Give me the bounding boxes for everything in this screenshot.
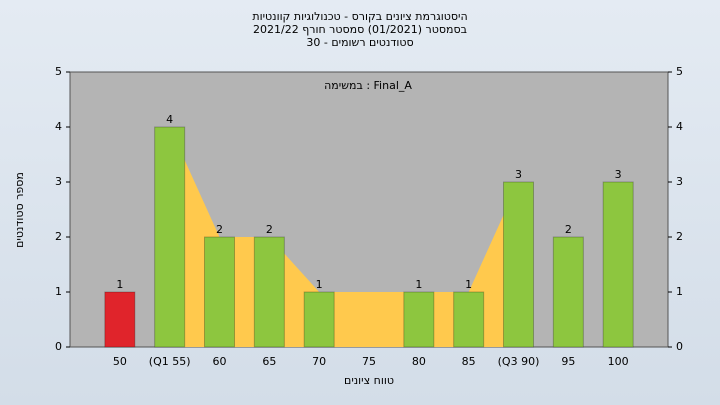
- bar: [603, 182, 634, 347]
- bar-shade: [253, 236, 285, 348]
- y-tick-label: 4: [55, 120, 62, 133]
- annotation: במשימה : Final_A: [324, 79, 412, 92]
- value-label: 2: [266, 223, 273, 236]
- y2-tick-label: 4: [676, 120, 683, 133]
- chart-subtitle: בסמסטר (01/2021) סמסטר חורף 2021/22: [253, 23, 467, 36]
- bar-shade: [602, 181, 634, 348]
- bar-shade: [154, 126, 186, 348]
- bar: [403, 292, 434, 347]
- y-tick-label: 5: [55, 65, 62, 78]
- y2-tick-label: 3: [676, 175, 683, 188]
- x-tick-label: 70: [312, 355, 326, 368]
- bar: [254, 237, 285, 347]
- x-tick-label: 95: [561, 355, 575, 368]
- x-tick-label: 85: [462, 355, 476, 368]
- x-tick-label: 65: [262, 355, 276, 368]
- bar: [503, 182, 534, 347]
- bar-shade: [204, 236, 235, 348]
- bar: [304, 292, 335, 347]
- bar: [104, 292, 135, 347]
- chart-title: היסטוגרמת ציונים בקורס - טכנולוגיות קוונ…: [252, 10, 467, 23]
- x-tick-label: (Q1 55): [149, 355, 191, 368]
- y-tick-label: 2: [55, 230, 62, 243]
- bar-shade: [104, 291, 136, 348]
- bar: [154, 127, 185, 347]
- bar-shade: [403, 291, 435, 348]
- y2-tick-label: 5: [676, 65, 683, 78]
- bar-shade: [552, 236, 584, 348]
- value-label: 1: [116, 278, 123, 291]
- bar-shade: [503, 181, 534, 348]
- bar: [553, 237, 584, 347]
- y2-tick-label: 1: [676, 285, 683, 298]
- bar-shade: [453, 291, 485, 348]
- y-tick-label: 1: [55, 285, 62, 298]
- x-tick-label: 75: [362, 355, 376, 368]
- value-label: 3: [515, 168, 522, 181]
- x-tick-label: 80: [412, 355, 426, 368]
- y2-tick-label: 0: [676, 340, 683, 353]
- value-label: 1: [415, 278, 422, 291]
- value-label: 2: [216, 223, 223, 236]
- y-tick-label: 0: [55, 340, 62, 353]
- y-axis-label: מספר סטודנטים: [13, 172, 26, 248]
- x-tick-label: 60: [213, 355, 227, 368]
- chart-subtitle: סטודנטים רשומים - 30: [306, 36, 413, 49]
- value-label: 4: [166, 113, 173, 126]
- value-label: 1: [316, 278, 323, 291]
- value-label: 1: [465, 278, 472, 291]
- bar: [204, 237, 235, 347]
- bar: [453, 292, 484, 347]
- value-label: 3: [615, 168, 622, 181]
- x-axis-label: טווח ציונים: [344, 374, 394, 387]
- value-label: 2: [565, 223, 572, 236]
- y-tick-label: 3: [55, 175, 62, 188]
- x-tick-label: (Q3 90): [498, 355, 540, 368]
- bar-shade: [303, 291, 335, 348]
- x-tick-label: 100: [608, 355, 629, 368]
- x-tick-label: 50: [113, 355, 127, 368]
- y2-tick-label: 2: [676, 230, 683, 243]
